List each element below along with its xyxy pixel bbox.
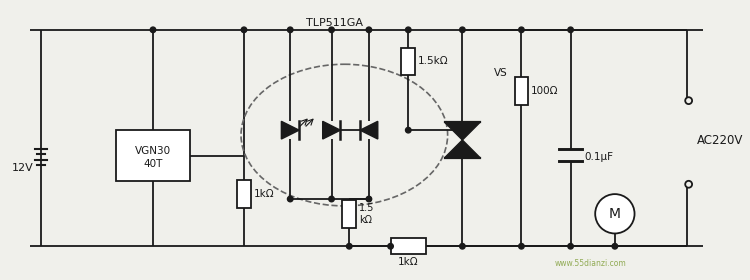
Bar xyxy=(116,130,190,181)
Circle shape xyxy=(388,244,393,249)
Text: 1.5
kΩ: 1.5 kΩ xyxy=(359,203,374,225)
Circle shape xyxy=(519,244,524,249)
Circle shape xyxy=(568,244,573,249)
Bar xyxy=(342,200,356,228)
Circle shape xyxy=(460,244,465,249)
Text: VGN30: VGN30 xyxy=(135,146,171,156)
Circle shape xyxy=(568,27,573,32)
Circle shape xyxy=(686,181,692,188)
Polygon shape xyxy=(360,121,378,139)
Circle shape xyxy=(406,127,411,133)
Circle shape xyxy=(287,196,293,202)
Text: 40T: 40T xyxy=(143,158,163,169)
Circle shape xyxy=(328,196,334,202)
Circle shape xyxy=(242,27,247,32)
Text: 0.1μF: 0.1μF xyxy=(584,152,614,162)
Circle shape xyxy=(686,97,692,104)
Polygon shape xyxy=(281,121,299,139)
Bar xyxy=(401,48,416,75)
Circle shape xyxy=(346,244,352,249)
Circle shape xyxy=(406,27,411,32)
Text: 1kΩ: 1kΩ xyxy=(398,257,418,267)
Circle shape xyxy=(612,244,617,249)
Bar xyxy=(514,77,528,105)
Circle shape xyxy=(287,27,293,32)
Circle shape xyxy=(596,194,634,234)
Bar xyxy=(391,238,426,254)
Polygon shape xyxy=(322,121,340,139)
Text: VS: VS xyxy=(494,68,508,78)
Circle shape xyxy=(328,27,334,32)
Text: AC220V: AC220V xyxy=(697,134,743,146)
Text: M: M xyxy=(609,207,621,221)
Text: 100Ω: 100Ω xyxy=(531,86,559,96)
Circle shape xyxy=(366,27,372,32)
Text: 12V: 12V xyxy=(12,163,34,173)
Circle shape xyxy=(460,27,465,32)
Polygon shape xyxy=(445,140,480,158)
Text: www.55dianzi.com: www.55dianzi.com xyxy=(554,259,626,268)
Circle shape xyxy=(150,27,156,32)
Text: TLP511GA: TLP511GA xyxy=(306,18,363,28)
Text: 1.5kΩ: 1.5kΩ xyxy=(418,56,448,66)
Text: 1kΩ: 1kΩ xyxy=(254,189,274,199)
Polygon shape xyxy=(445,122,480,140)
Circle shape xyxy=(366,196,372,202)
Bar xyxy=(237,180,250,208)
Circle shape xyxy=(519,27,524,32)
